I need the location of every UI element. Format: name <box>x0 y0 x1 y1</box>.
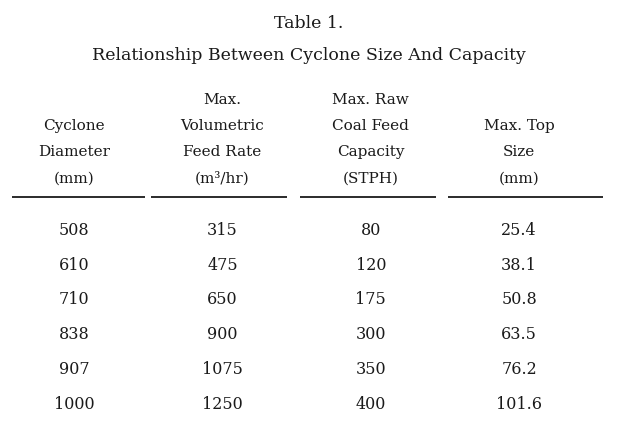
Text: Relationship Between Cyclone Size And Capacity: Relationship Between Cyclone Size And Ca… <box>92 47 526 63</box>
Text: 80: 80 <box>361 222 381 239</box>
Text: 475: 475 <box>207 257 238 274</box>
Text: 120: 120 <box>355 257 386 274</box>
Text: Coal Feed: Coal Feed <box>332 119 409 133</box>
Text: (mm): (mm) <box>54 171 95 185</box>
Text: Max.: Max. <box>203 93 242 107</box>
Text: 907: 907 <box>59 361 90 378</box>
Text: 175: 175 <box>355 291 386 308</box>
Text: 76.2: 76.2 <box>501 361 537 378</box>
Text: 838: 838 <box>59 326 90 343</box>
Text: (mm): (mm) <box>499 171 540 185</box>
Text: Volumetric: Volumetric <box>180 119 265 133</box>
Text: 650: 650 <box>207 291 238 308</box>
Text: 900: 900 <box>207 326 238 343</box>
Text: 50.8: 50.8 <box>501 291 537 308</box>
Text: Table 1.: Table 1. <box>274 15 344 32</box>
Text: 400: 400 <box>355 396 386 412</box>
Text: 315: 315 <box>207 222 238 239</box>
Text: 610: 610 <box>59 257 90 274</box>
Text: Capacity: Capacity <box>337 145 405 159</box>
Text: Diameter: Diameter <box>38 145 110 159</box>
Text: (m³/hr): (m³/hr) <box>195 171 250 186</box>
Text: Max. Raw: Max. Raw <box>332 93 409 107</box>
Text: (STPH): (STPH) <box>343 171 399 185</box>
Text: 25.4: 25.4 <box>501 222 537 239</box>
Text: 1075: 1075 <box>202 361 243 378</box>
Text: 63.5: 63.5 <box>501 326 537 343</box>
Text: 1250: 1250 <box>202 396 243 412</box>
Text: Feed Rate: Feed Rate <box>184 145 261 159</box>
Text: 101.6: 101.6 <box>496 396 542 412</box>
Text: 300: 300 <box>355 326 386 343</box>
Text: 1000: 1000 <box>54 396 95 412</box>
Text: Max. Top: Max. Top <box>484 119 554 133</box>
Text: 508: 508 <box>59 222 90 239</box>
Text: 710: 710 <box>59 291 90 308</box>
Text: Cyclone: Cyclone <box>43 119 105 133</box>
Text: Size: Size <box>503 145 535 159</box>
Text: 38.1: 38.1 <box>501 257 537 274</box>
Text: 350: 350 <box>355 361 386 378</box>
